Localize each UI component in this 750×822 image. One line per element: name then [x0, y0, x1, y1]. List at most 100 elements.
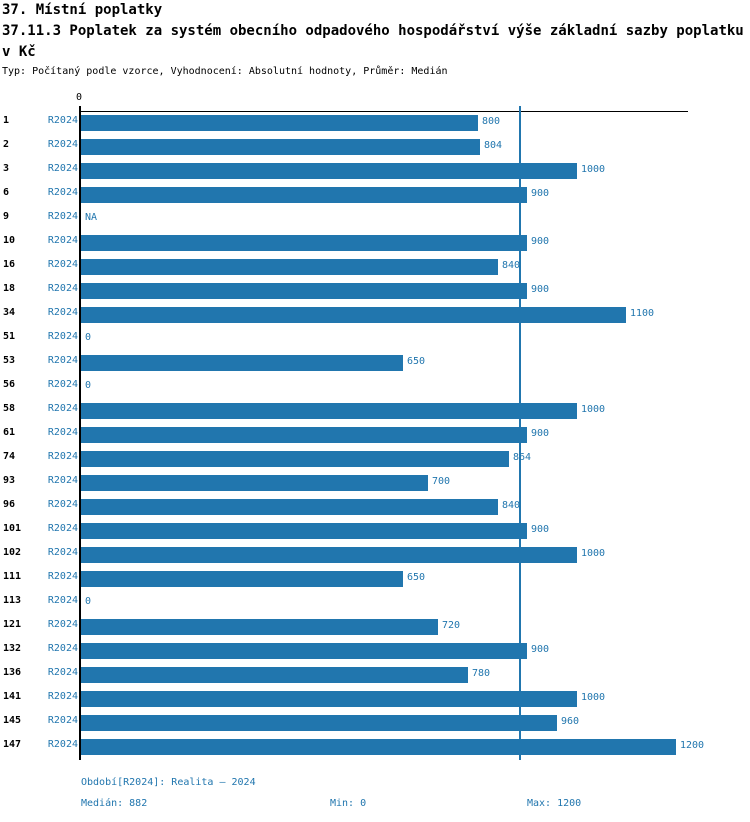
- bar[interactable]: [81, 283, 527, 299]
- chart-row: 2 R2024 804: [0, 135, 750, 159]
- bar[interactable]: [81, 307, 626, 323]
- axis-vertical-line: [79, 106, 81, 760]
- bar[interactable]: [81, 187, 527, 203]
- row-period-label: R2024: [47, 739, 78, 750]
- bar[interactable]: [81, 259, 498, 275]
- row-period-label: R2024: [47, 379, 78, 390]
- stat-median: Medián: 882: [81, 798, 148, 809]
- bar[interactable]: [81, 499, 498, 515]
- bar-value-label: 900: [531, 524, 550, 535]
- row-period-label: R2024: [47, 667, 78, 678]
- chart-row: 96 R2024 840: [0, 495, 750, 519]
- row-period-label: R2024: [47, 715, 78, 726]
- bar[interactable]: [81, 715, 557, 731]
- bar-value-label: 900: [531, 644, 550, 655]
- bar-value-label: 650: [407, 572, 426, 583]
- page-title: 37. Místní poplatky: [2, 2, 163, 18]
- bar[interactable]: [81, 235, 527, 251]
- row-period-label: R2024: [47, 523, 78, 534]
- row-index-label: 34: [3, 307, 16, 318]
- row-index-label: 132: [3, 643, 22, 654]
- chart-row: 121 R2024 720: [0, 615, 750, 639]
- row-period-label: R2024: [47, 475, 78, 486]
- row-index-label: 96: [3, 499, 16, 510]
- row-period-label: R2024: [47, 139, 78, 150]
- chart-row: 58 R2024 1000: [0, 399, 750, 423]
- bar-value-label: NA: [85, 212, 98, 223]
- bar-value-label: 800: [482, 116, 501, 127]
- row-period-label: R2024: [47, 187, 78, 198]
- row-index-label: 10: [3, 235, 16, 246]
- chart-row: 113 R2024 0: [0, 591, 750, 615]
- row-index-label: 58: [3, 403, 16, 414]
- chart-title: 37.11.3 Poplatek za systém obecního odpa…: [2, 23, 744, 60]
- chart-row: 93 R2024 700: [0, 471, 750, 495]
- chart-plot-area: 0 1 R2024 800 2 R2024 804 3 R2024 1000 6 R2024 900 9…: [0, 92, 750, 766]
- row-index-label: 74: [3, 451, 16, 462]
- row-period-label: R2024: [47, 427, 78, 438]
- row-period-label: R2024: [47, 163, 78, 174]
- row-index-label: 101: [3, 523, 22, 534]
- bar[interactable]: [81, 475, 428, 491]
- bar[interactable]: [81, 739, 676, 755]
- chart-row: 132 R2024 900: [0, 639, 750, 663]
- bar[interactable]: [81, 643, 527, 659]
- chart-row: 1 R2024 800: [0, 111, 750, 135]
- row-index-label: 145: [3, 715, 22, 726]
- bar[interactable]: [81, 523, 527, 539]
- bar[interactable]: [81, 571, 403, 587]
- median-reference-line: [519, 106, 521, 760]
- bar[interactable]: [81, 355, 403, 371]
- row-period-label: R2024: [47, 235, 78, 246]
- row-index-label: 141: [3, 691, 22, 702]
- bar[interactable]: [81, 451, 509, 467]
- row-period-label: R2024: [47, 643, 78, 654]
- row-index-label: 6: [3, 187, 10, 198]
- chart-row: 136 R2024 780: [0, 663, 750, 687]
- bar[interactable]: [81, 115, 478, 131]
- row-index-label: 61: [3, 427, 16, 438]
- row-period-label: R2024: [47, 331, 78, 342]
- bar-value-label: 650: [407, 356, 426, 367]
- row-period-label: R2024: [47, 283, 78, 294]
- bar[interactable]: [81, 667, 468, 683]
- bar[interactable]: [81, 427, 527, 443]
- header-title-block: 37. Místní poplatky 37.11.3 Poplatek za …: [0, 0, 750, 79]
- bar[interactable]: [81, 403, 577, 419]
- bar-value-label: 1100: [630, 308, 655, 319]
- chart-row: 101 R2024 900: [0, 519, 750, 543]
- row-period-label: R2024: [47, 307, 78, 318]
- row-index-label: 93: [3, 475, 16, 486]
- row-period-label: R2024: [47, 403, 78, 414]
- bar-value-label: 720: [442, 620, 461, 631]
- bar-value-label: 900: [531, 284, 550, 295]
- bar-value-label: 1200: [680, 740, 705, 751]
- row-period-label: R2024: [47, 499, 78, 510]
- axis-tick-label-zero: 0: [76, 92, 83, 103]
- bar[interactable]: [81, 163, 577, 179]
- chart-row: 141 R2024 1000: [0, 687, 750, 711]
- bar-value-label: 0: [85, 380, 92, 391]
- chart-footer: Období[R2024]: Realita – 2024 Medián: 88…: [0, 770, 750, 822]
- chart-row: 9 R2024 NA: [0, 207, 750, 231]
- bar[interactable]: [81, 547, 577, 563]
- row-period-label: R2024: [47, 571, 78, 582]
- chart-row: 18 R2024 900: [0, 279, 750, 303]
- row-index-label: 51: [3, 331, 16, 342]
- bar-value-label: 804: [484, 140, 503, 151]
- row-index-label: 113: [3, 595, 22, 606]
- bar-value-label: 1000: [581, 404, 606, 415]
- chart-row: 16 R2024 840: [0, 255, 750, 279]
- chart-row: 145 R2024 960: [0, 711, 750, 735]
- chart-row: 51 R2024 0: [0, 327, 750, 351]
- bar-value-label: 840: [502, 260, 521, 271]
- row-index-label: 102: [3, 547, 22, 558]
- chart-subtitle: Typ: Počítaný podle vzorce, Vyhodnocení:…: [2, 66, 448, 77]
- row-period-label: R2024: [47, 451, 78, 462]
- bar[interactable]: [81, 139, 480, 155]
- row-index-label: 121: [3, 619, 22, 630]
- bar[interactable]: [81, 619, 438, 635]
- legend-entry-period: Období[R2024]: Realita – 2024: [81, 777, 256, 788]
- row-period-label: R2024: [47, 115, 78, 126]
- bar[interactable]: [81, 691, 577, 707]
